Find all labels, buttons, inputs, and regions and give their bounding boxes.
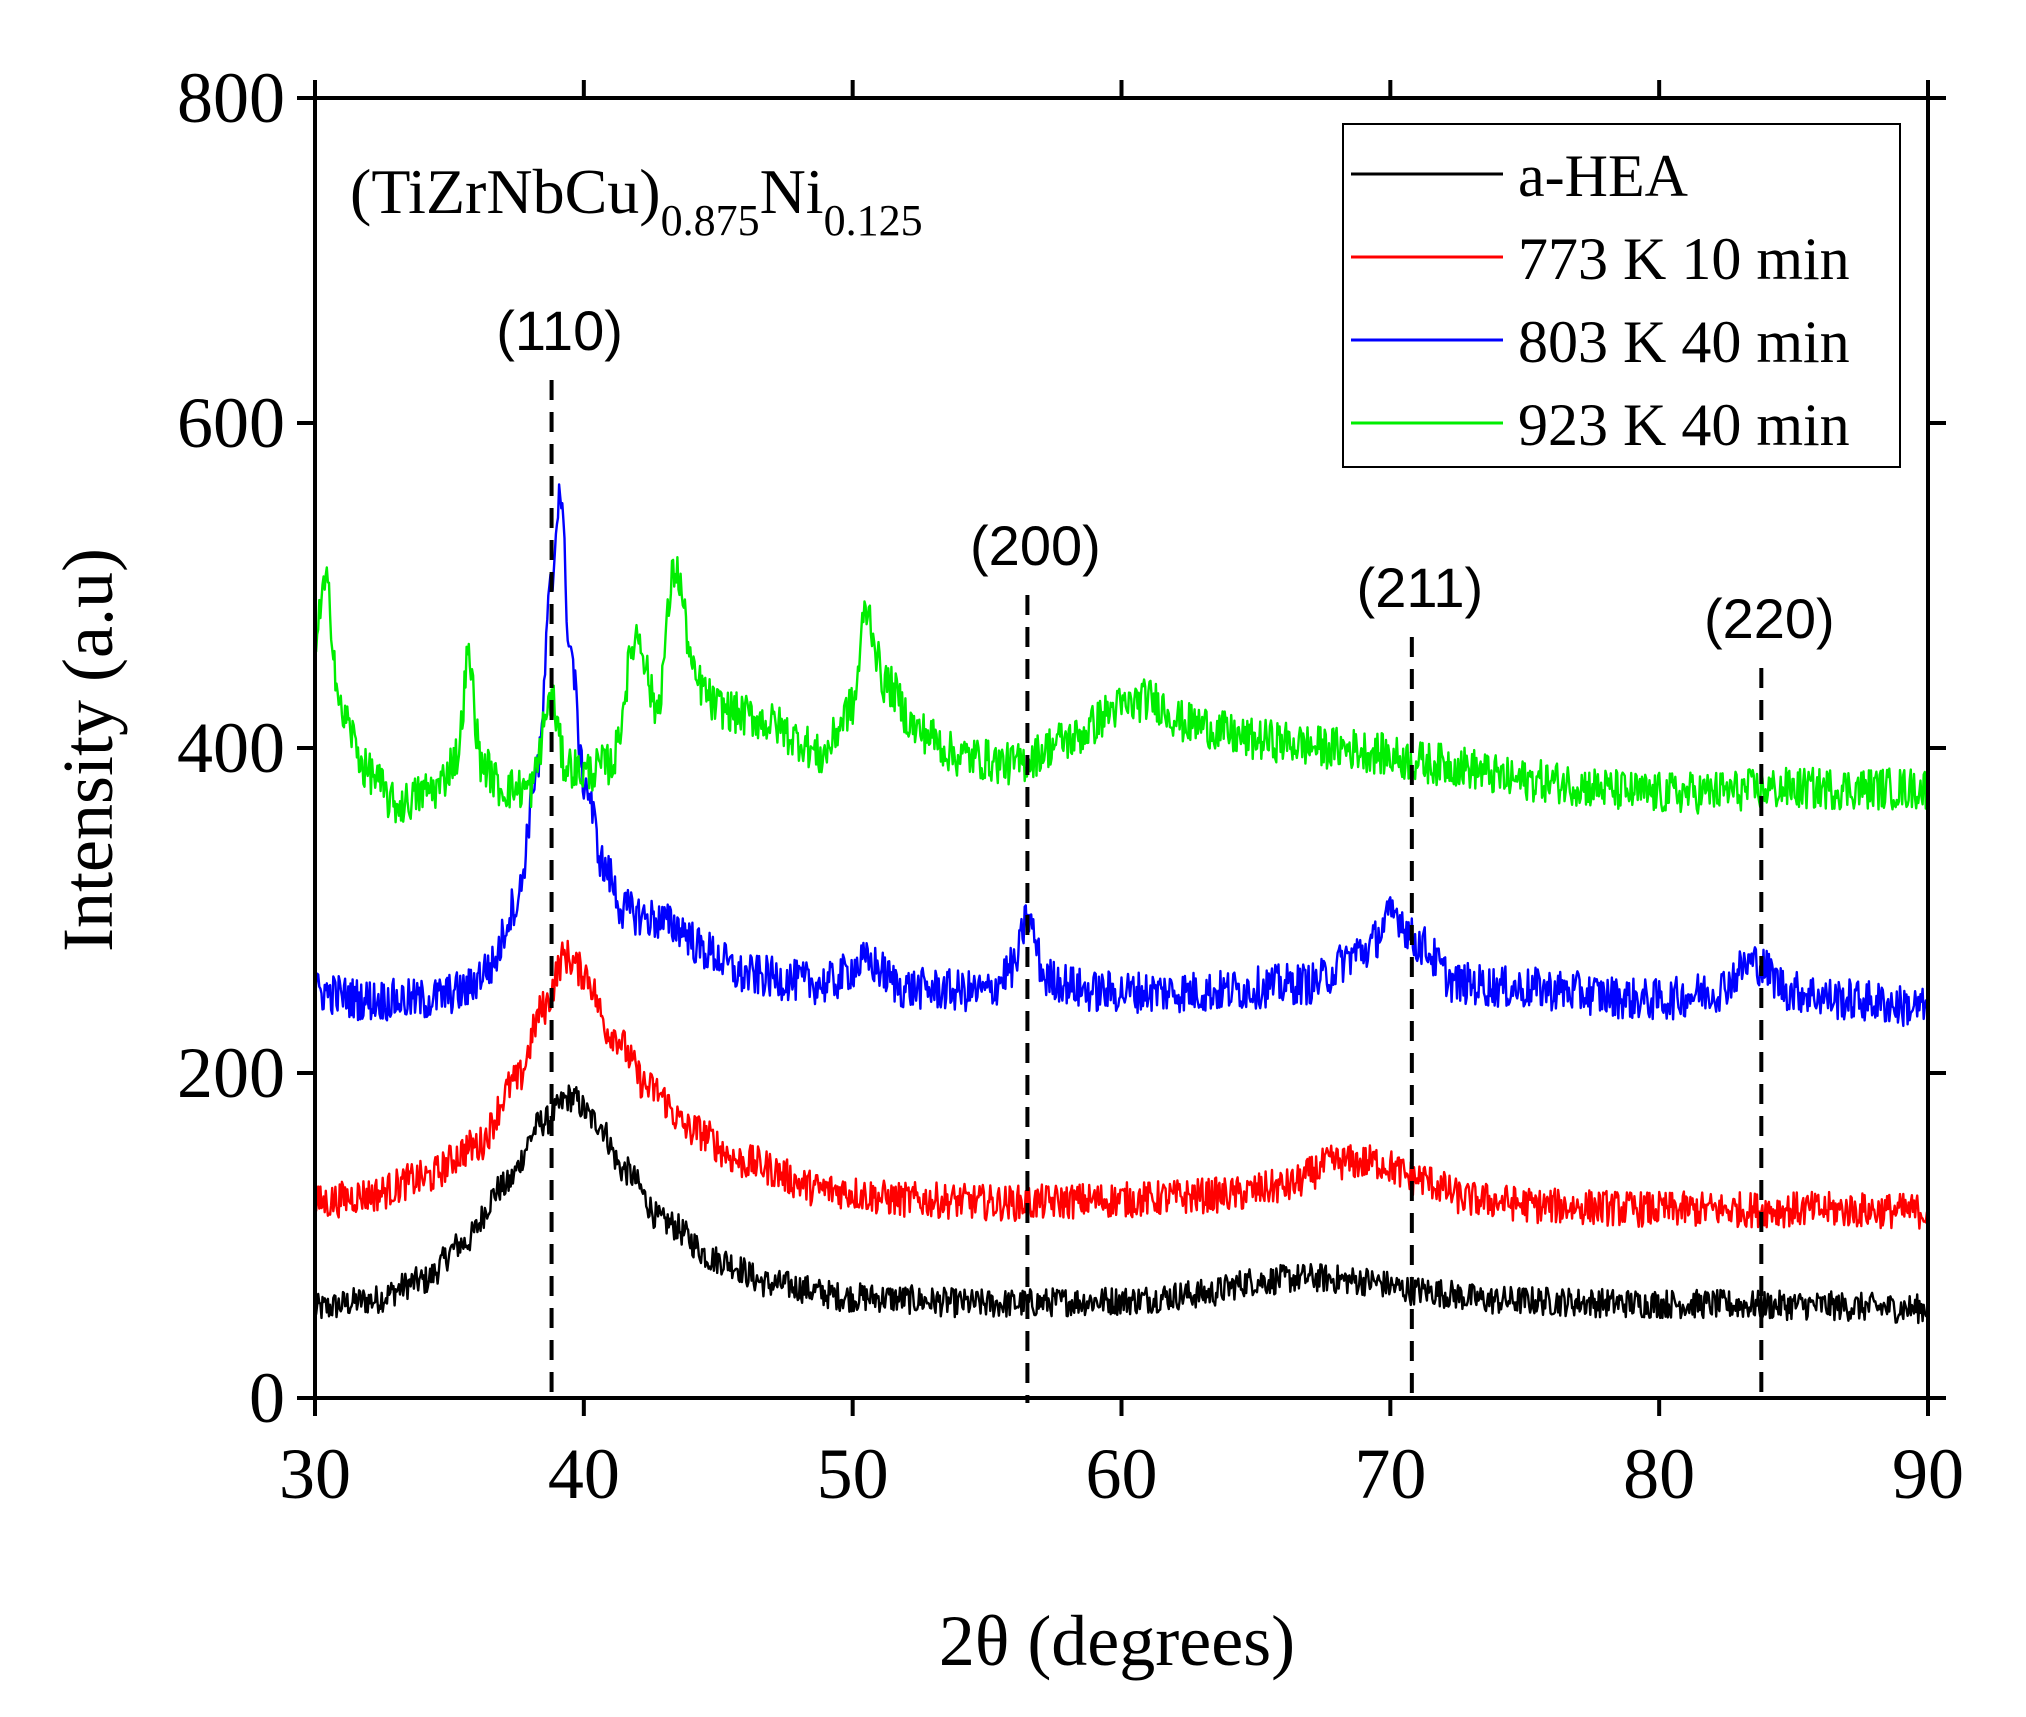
y-tick-label-800: 800 bbox=[177, 58, 285, 138]
x-tick-label-90: 90 bbox=[1892, 1434, 1964, 1514]
series-line-2 bbox=[313, 939, 1930, 1230]
axes: 30 40 50 60 70 80 90 0 200 400 600 800 bbox=[177, 58, 1964, 1514]
y-tick-label-0: 0 bbox=[249, 1358, 285, 1438]
series-line-3 bbox=[313, 483, 1930, 1028]
x-tick-label-30: 30 bbox=[279, 1434, 351, 1514]
legend: a-HEA 773 K 10 min 803 K 40 min 923 K 40 mi… bbox=[1342, 123, 1901, 468]
reference-lines: (110) (200) (211) (220) bbox=[496, 299, 1835, 1403]
y-axis-label: Intensity (a.u) bbox=[48, 548, 128, 952]
series-layer bbox=[313, 483, 1930, 1325]
x-tick-label-60: 60 bbox=[1086, 1434, 1158, 1514]
legend-label-4: 923 K 40 min bbox=[1518, 392, 1850, 458]
x-tick-label-40: 40 bbox=[548, 1434, 620, 1514]
x-axis-label: 2θ (degrees) bbox=[939, 1601, 1295, 1681]
series-line-4 bbox=[313, 556, 1930, 824]
reference-label-1: (110) bbox=[496, 299, 623, 362]
legend-label-3: 803 K 40 min bbox=[1518, 309, 1850, 375]
legend-label-1: a-HEA bbox=[1518, 143, 1688, 209]
legend-box bbox=[1342, 123, 1901, 468]
chart-title: (TiZrNbCu)0.875Ni0.125 bbox=[350, 156, 923, 245]
reference-label-3: (211) bbox=[1357, 556, 1484, 619]
y-tick-label-400: 400 bbox=[177, 708, 285, 788]
x-tick-label-70: 70 bbox=[1354, 1434, 1426, 1514]
y-tick-label-600: 600 bbox=[177, 383, 285, 463]
reference-label-4: (220) bbox=[1704, 587, 1835, 650]
y-tick-label-200: 200 bbox=[177, 1033, 285, 1113]
reference-label-2: (200) bbox=[970, 514, 1101, 577]
legend-label-2: 773 K 10 min bbox=[1518, 226, 1850, 292]
x-tick-label-50: 50 bbox=[817, 1434, 889, 1514]
series-line-1 bbox=[313, 1084, 1929, 1325]
x-tick-label-80: 80 bbox=[1623, 1434, 1695, 1514]
